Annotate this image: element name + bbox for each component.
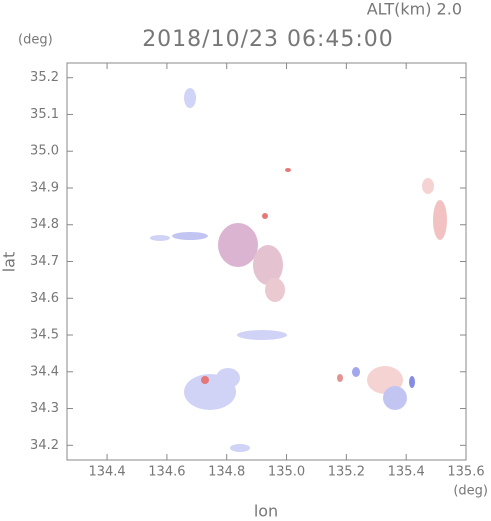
echo-region <box>184 88 196 108</box>
echo-region <box>150 235 170 241</box>
echo-region <box>172 232 208 240</box>
y-unit: (deg) <box>18 33 53 48</box>
x-tick-label: 135.0 <box>268 465 305 480</box>
echo-region <box>237 330 287 340</box>
echo-region <box>253 245 283 285</box>
y-axis-label: lat <box>0 252 19 273</box>
x-tick-label: 134.6 <box>148 465 185 480</box>
x-unit: (deg) <box>453 484 488 499</box>
y-tick-label: 35.1 <box>30 107 59 122</box>
echo-region <box>216 368 240 388</box>
x-tick-label: 134.4 <box>88 465 125 480</box>
x-tick-label: 134.8 <box>208 465 245 480</box>
echo-region <box>262 213 268 219</box>
y-tick-label: 34.2 <box>30 438 59 453</box>
echo-region <box>409 376 415 388</box>
echo-region <box>433 200 447 240</box>
y-tick-label: 34.5 <box>30 328 59 343</box>
y-tick-label: 34.6 <box>30 291 59 306</box>
echo-region <box>422 178 434 194</box>
x-tick-label: 135.6 <box>447 465 484 480</box>
chart-title: 2018/10/23 06:45:00 <box>142 27 394 52</box>
y-tick-label: 34.8 <box>30 217 59 232</box>
x-tick-label: 135.4 <box>388 465 425 480</box>
echo-region <box>218 223 258 267</box>
y-tick-label: 35.0 <box>30 144 59 159</box>
echo-region <box>352 367 360 377</box>
y-tick-label: 34.3 <box>30 401 59 416</box>
x-axis-label: lon <box>254 502 278 521</box>
y-tick-label: 35.2 <box>30 70 59 85</box>
y-tick-label: 34.9 <box>30 180 59 195</box>
y-tick-label: 34.4 <box>30 364 59 379</box>
echo-region <box>337 374 343 382</box>
echo-regions <box>150 88 447 452</box>
altitude-label: ALT(km) 2.0 <box>367 0 462 19</box>
echo-region <box>230 444 250 452</box>
echo-region <box>265 278 285 302</box>
echo-region <box>201 376 209 384</box>
y-tick-label: 34.7 <box>30 254 59 269</box>
x-tick-label: 135.2 <box>328 465 365 480</box>
echo-region <box>383 386 407 410</box>
echo-region <box>285 168 291 172</box>
